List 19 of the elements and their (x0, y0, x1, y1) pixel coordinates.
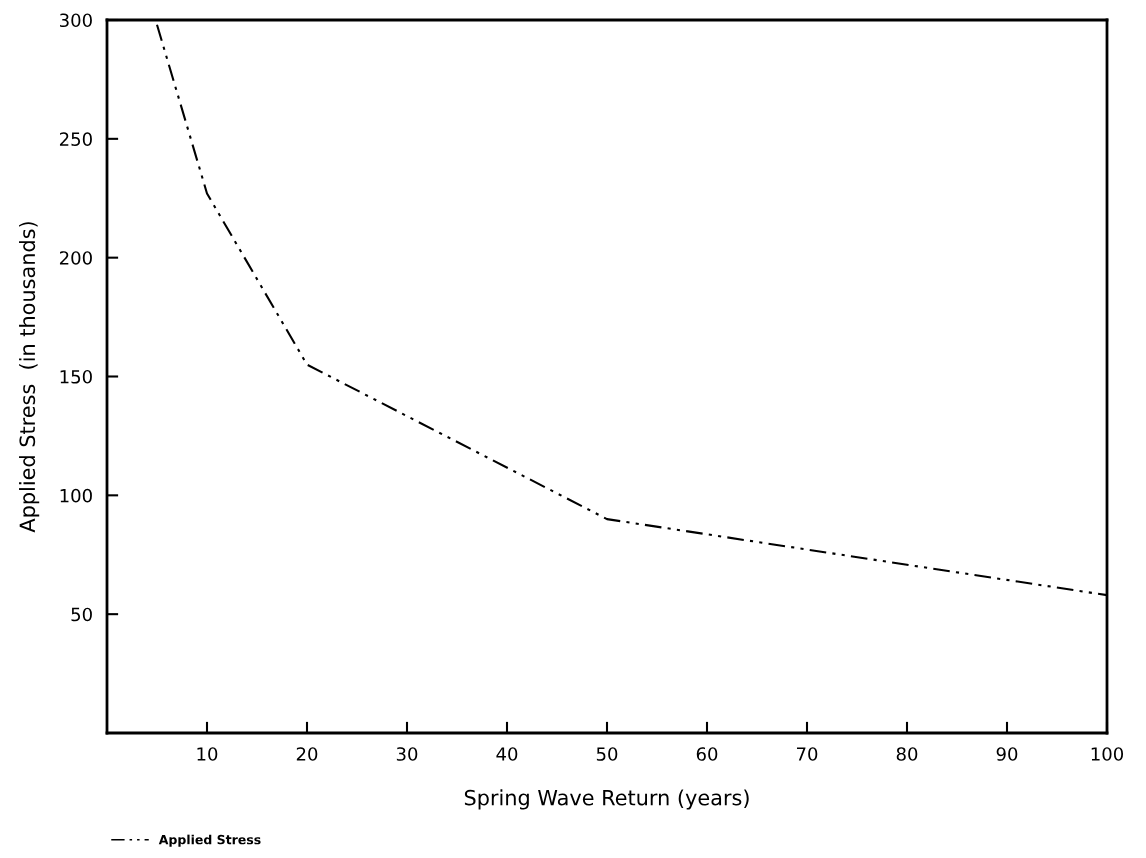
legend-label: Applied Stress (158, 834, 261, 847)
x-axis-title: Spring Wave Return (years) (464, 789, 749, 810)
x-tick-label: 50 (596, 747, 618, 761)
y-tick-label: 200 (59, 251, 92, 265)
y-tick-label: 300 (60, 13, 92, 28)
x-tick-label: 90 (996, 747, 1018, 761)
x-tick-label: 20 (296, 747, 318, 761)
x-tick-label: 80 (896, 747, 918, 761)
x-tick-label: 40 (496, 747, 518, 761)
y-tick-label: 250 (59, 132, 92, 146)
x-tick-label: 70 (796, 747, 818, 761)
y-axis-title: Applied Stress (in thousands) (19, 222, 40, 533)
y-tick-label: 150 (60, 369, 92, 384)
y-tick-label: 50 (71, 607, 92, 622)
x-tick-label: 60 (696, 747, 718, 761)
x-tick-label: 100 (1091, 747, 1124, 761)
y-tick-label: 100 (60, 488, 92, 503)
x-tick-label: 10 (197, 747, 218, 761)
x-tick-label: 30 (396, 747, 418, 761)
